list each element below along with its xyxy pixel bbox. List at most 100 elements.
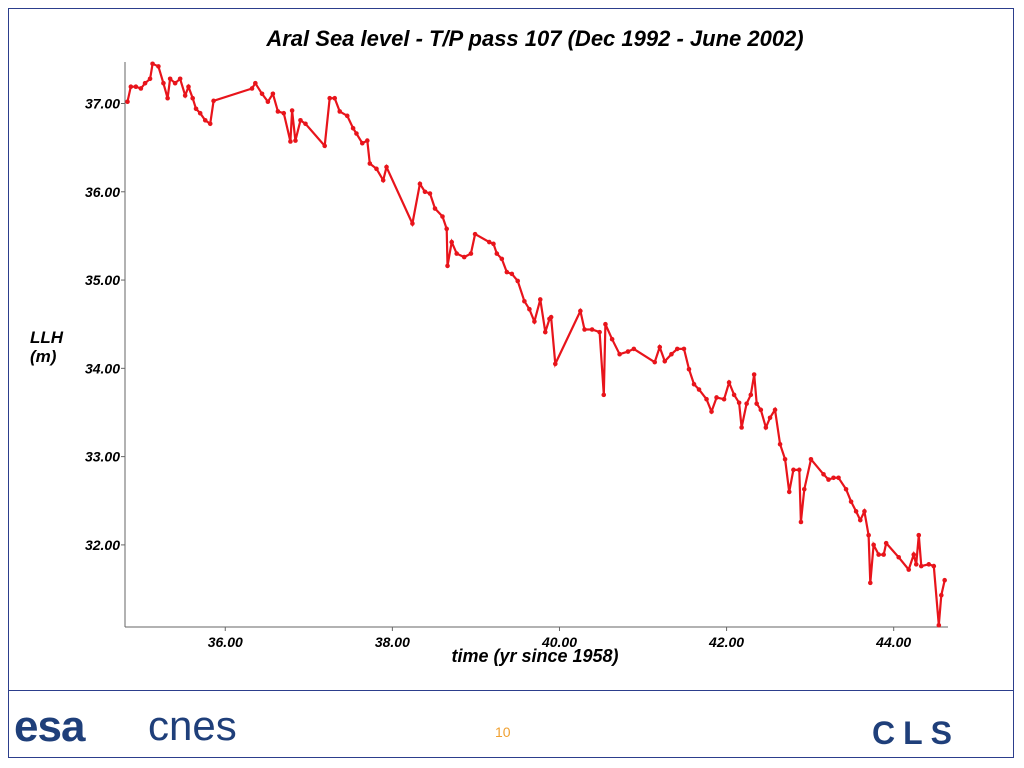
data-point [862, 509, 867, 514]
y-tick-label: 32.00 [85, 537, 120, 553]
data-point [293, 138, 298, 143]
data-point [896, 554, 902, 560]
footer-rule [8, 690, 1014, 691]
data-point [445, 263, 450, 269]
data-point [142, 80, 148, 86]
data-point [754, 401, 759, 406]
data-point [265, 99, 271, 105]
x-tick-label: 42.00 [708, 634, 744, 650]
data-point [821, 471, 826, 477]
data-point [422, 189, 428, 195]
data-point [916, 532, 922, 538]
data-point [848, 499, 854, 504]
data-point [197, 110, 203, 116]
data-point [631, 346, 637, 352]
data-point [548, 314, 554, 320]
data-point [365, 138, 370, 143]
data-point [831, 475, 836, 481]
data-point [522, 298, 527, 304]
data-point [150, 61, 155, 67]
data-point [601, 392, 607, 398]
data-point [359, 140, 365, 146]
data-point [603, 321, 608, 327]
data-point [186, 84, 191, 90]
data-point [876, 552, 881, 557]
data-point [758, 407, 764, 413]
data-point [721, 396, 727, 402]
data-point [786, 489, 792, 495]
data-point [537, 297, 543, 302]
data-point [669, 351, 674, 357]
data-point [449, 239, 454, 245]
data-point [259, 91, 265, 97]
data-point [289, 108, 295, 113]
data-point [337, 109, 343, 114]
data-point [207, 121, 213, 127]
data-point [167, 76, 173, 82]
data-point [380, 177, 386, 183]
data-point [156, 64, 161, 69]
data-point [866, 532, 871, 538]
data-point [777, 441, 783, 447]
data-point [270, 91, 276, 97]
data-point [367, 161, 373, 166]
data-point [177, 76, 183, 82]
data-point [798, 519, 804, 525]
data-point [440, 214, 445, 219]
data-point [674, 346, 680, 352]
data-point [281, 110, 287, 116]
data-point [657, 344, 663, 350]
data-point [288, 139, 293, 144]
data-point [253, 80, 258, 86]
data-point [486, 239, 492, 245]
data-point [686, 366, 692, 372]
data-point [249, 86, 255, 91]
data-point [617, 351, 622, 357]
data-point [796, 467, 802, 473]
cls-logo: CLS [872, 715, 960, 751]
data-point [704, 396, 709, 402]
data-point [147, 76, 153, 82]
data-point [427, 191, 433, 196]
y-axis-label: LLH (m) [30, 328, 64, 366]
data-point [714, 395, 719, 400]
data-point [867, 580, 873, 586]
data-point [681, 346, 687, 352]
x-tick-label: 44.00 [875, 634, 911, 650]
data-point [504, 269, 510, 275]
data-point [836, 475, 841, 481]
data-point [527, 306, 532, 312]
x-tick-label: 38.00 [375, 634, 410, 650]
data-point [578, 308, 583, 314]
data-point [128, 84, 134, 90]
data-point [748, 392, 754, 398]
data-point [582, 327, 587, 332]
y-tick-label: 34.00 [85, 360, 120, 376]
y-tick-label: 36.00 [85, 184, 120, 200]
data-point [736, 400, 742, 406]
data-point [322, 143, 327, 149]
data-point [384, 164, 389, 170]
data-point [354, 131, 359, 136]
data-point [374, 166, 379, 172]
data-point [491, 241, 496, 247]
esa-logo: esa [14, 702, 85, 751]
data-point [202, 117, 208, 123]
x-tick-label: 40.00 [541, 634, 577, 650]
data-point [936, 622, 942, 628]
data-point [211, 98, 216, 104]
chart: Aral Sea level - T/P pass 107 (Dec 1992 … [85, 26, 948, 666]
data-point [791, 467, 796, 473]
chart-title: Aral Sea level - T/P pass 107 (Dec 1992 … [265, 26, 803, 51]
data-point [691, 381, 697, 387]
data-point [739, 425, 744, 430]
data-point [589, 327, 595, 332]
data-point [499, 256, 505, 262]
data-point [808, 456, 814, 462]
data-point [918, 563, 924, 569]
data-point [926, 562, 932, 567]
data-point [515, 278, 521, 284]
data-point [906, 567, 912, 572]
data-line [126, 62, 946, 626]
data-point [298, 117, 303, 123]
